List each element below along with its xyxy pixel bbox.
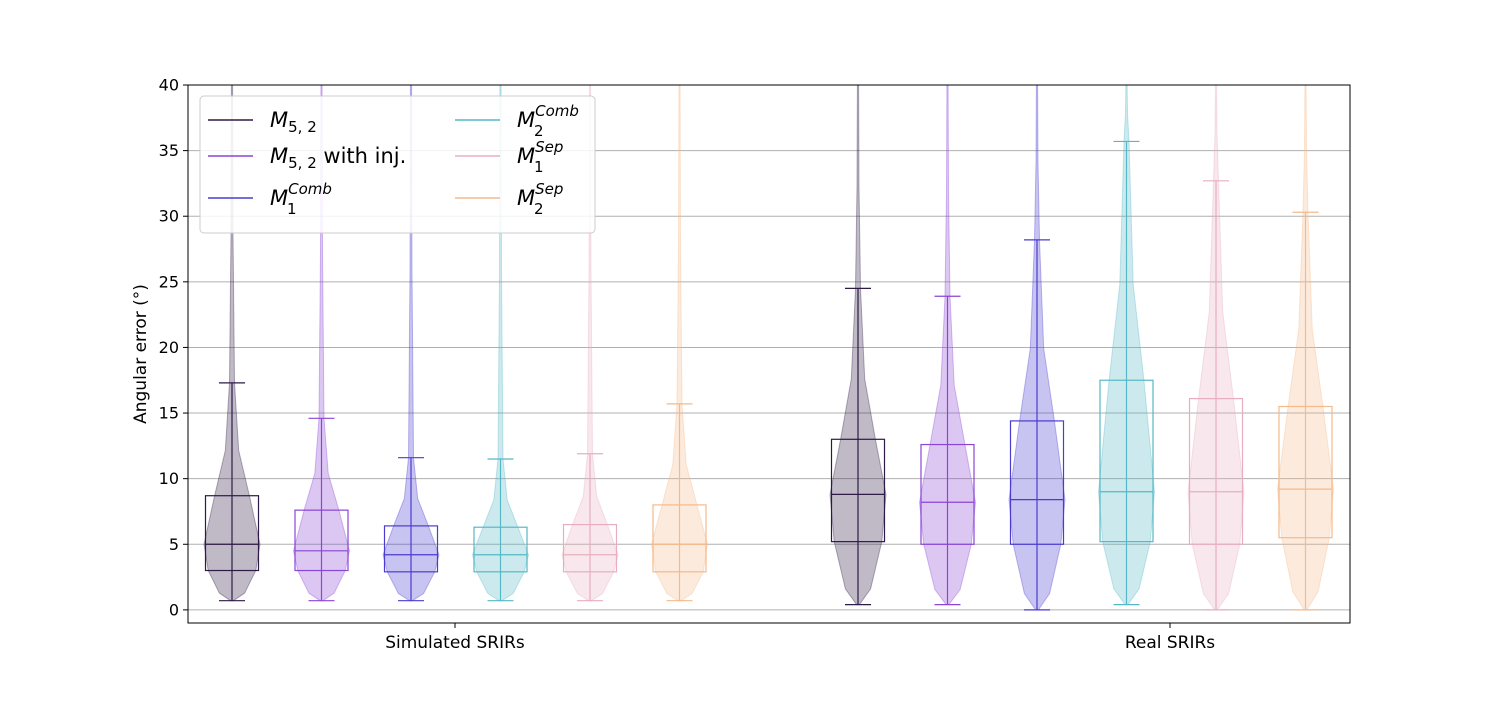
x-tick-label: Simulated SRIRs	[385, 633, 525, 653]
legend-label: MSep 2	[517, 180, 563, 218]
y-axis-label: Angular error (°)	[131, 284, 151, 424]
box	[830, 438, 886, 543]
box	[562, 523, 618, 573]
box	[1009, 420, 1065, 545]
legend-label: MComb 2	[517, 102, 579, 140]
y-tick-label: 40	[159, 76, 179, 95]
violin-group	[829, 84, 887, 606]
box	[204, 495, 260, 572]
y-tick-label: 30	[159, 207, 179, 226]
y-tick-label: 0	[169, 600, 179, 619]
y-tick-label: 10	[159, 469, 179, 488]
box	[920, 443, 975, 545]
box	[294, 509, 349, 572]
box	[473, 526, 528, 573]
plot-frame	[187, 84, 1351, 624]
y-tick-label: 5	[169, 535, 179, 554]
box	[1278, 405, 1333, 539]
legend-label: M5, 2	[270, 108, 317, 136]
y-tick-label: 35	[159, 141, 179, 160]
legend-label: M5, 2 with inj.	[270, 144, 406, 172]
legend-label: MComb 1	[270, 180, 332, 218]
violin-group	[918, 84, 977, 606]
box	[1099, 379, 1154, 543]
y-tick-label: 15	[159, 404, 179, 423]
y-tick-label: 20	[159, 338, 179, 357]
box	[1188, 398, 1244, 545]
y-tick-label: 25	[159, 272, 179, 291]
legend-label: MSep 1	[517, 138, 563, 176]
box	[652, 504, 707, 573]
box	[383, 525, 439, 573]
violin-group	[1097, 84, 1156, 606]
x-tick-label: Real SRIRs	[1125, 633, 1215, 653]
violin-group	[650, 84, 709, 602]
